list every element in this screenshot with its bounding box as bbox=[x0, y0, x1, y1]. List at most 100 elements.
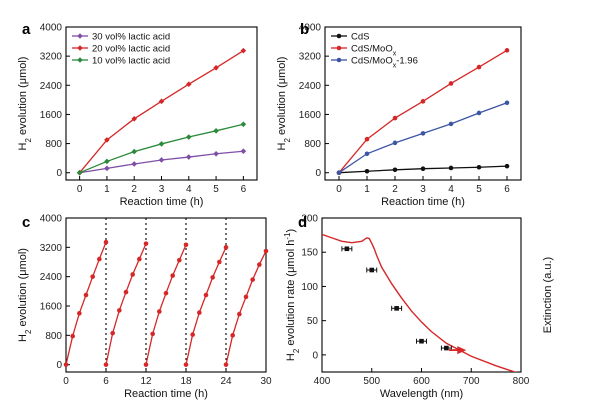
data-point bbox=[336, 57, 342, 63]
data-point bbox=[103, 239, 109, 245]
data-point bbox=[185, 134, 192, 140]
data-point bbox=[392, 167, 398, 173]
data-point bbox=[183, 362, 189, 367]
data-point bbox=[448, 165, 454, 171]
data-point bbox=[104, 158, 110, 165]
y-tick-label: 200 bbox=[301, 214, 318, 225]
text-span: 2 bbox=[24, 329, 33, 334]
data-point bbox=[104, 165, 110, 172]
x-tick-label: 6 bbox=[241, 184, 247, 195]
data-point bbox=[250, 277, 255, 282]
data-point bbox=[190, 332, 195, 337]
data-point bbox=[83, 292, 89, 298]
data-point bbox=[158, 98, 165, 105]
text-span: 2 bbox=[292, 348, 301, 353]
text-span: 10 vol% lactic acid bbox=[92, 56, 170, 67]
right-axis-label: Extinction (a.u.) bbox=[542, 257, 554, 333]
data-point bbox=[157, 309, 162, 314]
x-tick-label: 0 bbox=[77, 184, 83, 195]
y-tick-label: 1600 bbox=[299, 110, 322, 121]
y-tick-label: 800 bbox=[45, 139, 62, 150]
y-tick-label: 3200 bbox=[40, 52, 63, 63]
data-point bbox=[185, 154, 192, 160]
text-span: x bbox=[393, 62, 397, 69]
data-point bbox=[123, 289, 129, 295]
data-point bbox=[183, 242, 189, 248]
text-span: CdS bbox=[351, 32, 369, 43]
data-point bbox=[203, 292, 209, 298]
data-point bbox=[230, 333, 235, 338]
x-tick-label: 600 bbox=[413, 376, 430, 387]
data-point bbox=[70, 333, 75, 339]
x-tick-label: 4 bbox=[186, 184, 192, 195]
data-point bbox=[97, 256, 102, 262]
series-line bbox=[185, 247, 227, 365]
data-point bbox=[504, 163, 510, 169]
text-span: 30 vol% lactic acid bbox=[92, 32, 170, 43]
y-tick-label: 4000 bbox=[299, 23, 322, 34]
series-line bbox=[145, 244, 187, 365]
data-point bbox=[217, 259, 222, 265]
data-point bbox=[336, 45, 342, 51]
data-point bbox=[158, 157, 165, 163]
data-point bbox=[448, 121, 454, 127]
text-span: 2 bbox=[24, 138, 33, 143]
plot-frame bbox=[321, 217, 522, 373]
panel-a: 0 1 2 3 4 5 6 0 800 1600 2400 3200 4000 a Reaction tim… bbox=[17, 21, 258, 208]
series-0 bbox=[63, 239, 269, 367]
panel-label: b bbox=[300, 21, 309, 38]
y-tick-label: 800 bbox=[45, 331, 62, 342]
x-tick-label: 1 bbox=[104, 184, 110, 195]
data-point bbox=[369, 267, 375, 273]
data-point bbox=[504, 48, 510, 53]
data-point bbox=[103, 362, 109, 367]
text-span: evolution (μmol) bbox=[17, 57, 29, 139]
data-point bbox=[163, 290, 169, 296]
data-point bbox=[90, 274, 95, 279]
x-tick-label: 24 bbox=[220, 376, 232, 387]
series-line bbox=[79, 123, 244, 174]
data-point bbox=[243, 294, 249, 300]
arrow-head bbox=[457, 346, 467, 355]
panel-label: a bbox=[22, 21, 31, 38]
y-axis-label: H2 evolution (μmol) bbox=[276, 57, 292, 151]
series-line bbox=[79, 50, 244, 174]
data-point bbox=[197, 310, 202, 315]
x-tick-label: 400 bbox=[314, 376, 331, 387]
data-point bbox=[240, 148, 247, 155]
x-tick-label: 800 bbox=[513, 376, 530, 387]
text-span: CdS/MoO bbox=[351, 44, 393, 55]
legend-entry: 20 vol% lactic acid bbox=[92, 44, 170, 55]
x-tick-label: 0 bbox=[336, 184, 342, 195]
data-point bbox=[336, 170, 342, 176]
x-tick-label: 3 bbox=[159, 184, 165, 195]
x-tick-label: 6 bbox=[103, 376, 109, 387]
text-span: ) bbox=[285, 229, 297, 233]
data-point bbox=[77, 45, 83, 51]
legend-entry: CdS/MoOx-1.96 bbox=[351, 56, 418, 70]
data-point bbox=[77, 33, 83, 39]
y-tick-label: 50 bbox=[307, 316, 319, 327]
data-point bbox=[476, 164, 482, 170]
data-point bbox=[476, 64, 482, 70]
y-tick-label: 0 bbox=[315, 168, 321, 179]
series-0 bbox=[336, 163, 510, 176]
data-point bbox=[137, 256, 142, 262]
x-axis-label: Reaction time (h) bbox=[124, 388, 208, 400]
text-span: evolution rate (μmol h bbox=[285, 240, 297, 349]
extinction-curve bbox=[322, 233, 518, 372]
data-point bbox=[117, 308, 122, 313]
data-point bbox=[63, 362, 69, 367]
x-tick-label: 1 bbox=[364, 184, 370, 195]
text-span: H bbox=[17, 142, 29, 150]
y-tick-label: 3200 bbox=[40, 243, 63, 254]
data-point bbox=[392, 140, 398, 146]
series-line bbox=[225, 250, 267, 365]
data-point bbox=[185, 81, 192, 87]
data-point bbox=[394, 306, 399, 311]
data-point bbox=[504, 100, 510, 106]
x-tick-label: 3 bbox=[420, 184, 426, 195]
data-point bbox=[130, 272, 135, 277]
